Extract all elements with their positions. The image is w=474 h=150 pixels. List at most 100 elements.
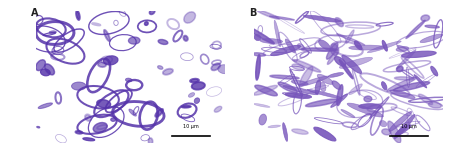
Ellipse shape xyxy=(194,98,200,103)
Ellipse shape xyxy=(347,103,383,117)
Ellipse shape xyxy=(245,26,274,44)
Ellipse shape xyxy=(111,118,116,121)
Ellipse shape xyxy=(85,114,91,121)
Ellipse shape xyxy=(382,82,387,90)
Ellipse shape xyxy=(103,56,118,65)
Ellipse shape xyxy=(327,43,338,59)
Ellipse shape xyxy=(51,51,55,54)
Ellipse shape xyxy=(255,85,277,96)
Text: A: A xyxy=(31,8,38,18)
Ellipse shape xyxy=(396,47,409,51)
Ellipse shape xyxy=(303,15,341,22)
Ellipse shape xyxy=(76,11,80,20)
Ellipse shape xyxy=(285,93,311,99)
Ellipse shape xyxy=(380,121,387,127)
Ellipse shape xyxy=(401,51,436,58)
Ellipse shape xyxy=(292,129,308,134)
Ellipse shape xyxy=(83,138,95,141)
Ellipse shape xyxy=(298,44,304,50)
Ellipse shape xyxy=(349,45,384,50)
Ellipse shape xyxy=(149,9,155,14)
Ellipse shape xyxy=(364,96,372,102)
Ellipse shape xyxy=(307,89,343,99)
Ellipse shape xyxy=(306,99,338,107)
Ellipse shape xyxy=(331,94,347,107)
Ellipse shape xyxy=(72,82,86,90)
Ellipse shape xyxy=(254,34,261,41)
Ellipse shape xyxy=(300,66,313,87)
Ellipse shape xyxy=(346,30,354,43)
Ellipse shape xyxy=(431,66,438,76)
Ellipse shape xyxy=(315,80,320,94)
Ellipse shape xyxy=(49,31,56,34)
Ellipse shape xyxy=(183,36,188,41)
Ellipse shape xyxy=(342,55,362,74)
Ellipse shape xyxy=(339,60,353,79)
Ellipse shape xyxy=(355,41,362,50)
Ellipse shape xyxy=(335,18,343,27)
Ellipse shape xyxy=(188,93,195,97)
Ellipse shape xyxy=(393,82,429,91)
Ellipse shape xyxy=(259,114,266,125)
Ellipse shape xyxy=(184,12,195,23)
Ellipse shape xyxy=(320,82,326,92)
Ellipse shape xyxy=(359,104,382,109)
Ellipse shape xyxy=(126,78,132,82)
Ellipse shape xyxy=(420,34,443,43)
Ellipse shape xyxy=(382,129,391,135)
Ellipse shape xyxy=(36,126,40,128)
Ellipse shape xyxy=(214,106,222,112)
Ellipse shape xyxy=(36,60,46,70)
Ellipse shape xyxy=(328,73,344,77)
Ellipse shape xyxy=(45,64,55,75)
Ellipse shape xyxy=(330,44,339,56)
Ellipse shape xyxy=(128,37,140,44)
Ellipse shape xyxy=(93,123,107,132)
Ellipse shape xyxy=(319,40,330,50)
Text: 10 μm: 10 μm xyxy=(183,124,199,129)
Ellipse shape xyxy=(97,100,110,108)
Ellipse shape xyxy=(301,48,338,51)
Ellipse shape xyxy=(428,102,441,108)
Ellipse shape xyxy=(182,106,191,108)
Ellipse shape xyxy=(271,45,301,56)
Ellipse shape xyxy=(389,111,411,131)
Ellipse shape xyxy=(339,57,373,68)
Ellipse shape xyxy=(157,66,163,69)
Ellipse shape xyxy=(40,69,50,76)
Ellipse shape xyxy=(337,85,343,105)
Ellipse shape xyxy=(425,25,439,28)
Ellipse shape xyxy=(292,80,308,85)
Ellipse shape xyxy=(382,40,387,51)
Ellipse shape xyxy=(317,74,333,84)
Ellipse shape xyxy=(293,60,321,72)
Ellipse shape xyxy=(397,50,416,69)
Ellipse shape xyxy=(75,131,82,134)
Ellipse shape xyxy=(406,20,425,38)
Ellipse shape xyxy=(349,84,362,95)
Ellipse shape xyxy=(254,103,270,107)
Ellipse shape xyxy=(285,39,295,53)
Ellipse shape xyxy=(395,125,411,136)
Ellipse shape xyxy=(387,77,417,91)
Ellipse shape xyxy=(254,85,277,95)
Ellipse shape xyxy=(155,109,163,117)
Ellipse shape xyxy=(260,39,283,44)
Ellipse shape xyxy=(390,90,415,99)
Ellipse shape xyxy=(253,53,265,56)
Ellipse shape xyxy=(328,52,337,64)
Ellipse shape xyxy=(414,75,427,88)
Ellipse shape xyxy=(211,63,220,70)
Ellipse shape xyxy=(367,41,401,53)
Text: B: B xyxy=(249,8,256,18)
Ellipse shape xyxy=(268,125,281,128)
Ellipse shape xyxy=(274,20,281,47)
Ellipse shape xyxy=(129,109,137,116)
Ellipse shape xyxy=(283,123,288,141)
Ellipse shape xyxy=(388,121,401,143)
Ellipse shape xyxy=(394,77,414,80)
Ellipse shape xyxy=(98,62,106,67)
Ellipse shape xyxy=(256,10,279,19)
Ellipse shape xyxy=(218,65,231,74)
Ellipse shape xyxy=(397,66,403,72)
